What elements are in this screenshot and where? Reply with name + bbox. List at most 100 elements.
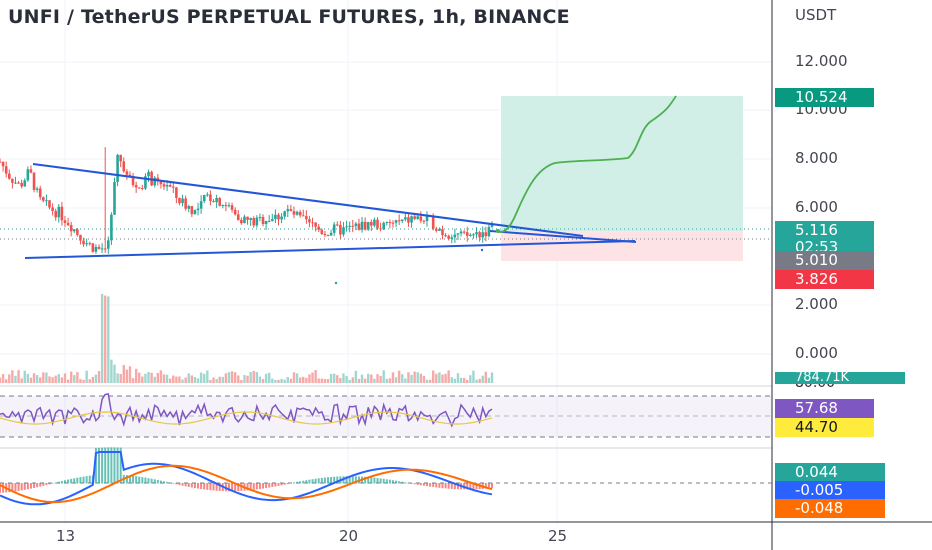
- macd-histogram-bar: [70, 478, 73, 484]
- macd-histogram-bar: [17, 483, 20, 491]
- signal-line: [0, 464, 493, 504]
- volume-bar: [227, 372, 231, 383]
- volume-group: [0, 293, 494, 383]
- candle-body: [246, 216, 249, 220]
- candle-body: [431, 216, 435, 229]
- candle-body: [410, 216, 413, 223]
- candle-body: [295, 211, 299, 215]
- macd-histogram-bar: [128, 475, 131, 484]
- volume-bar: [453, 378, 457, 383]
- macd-histogram-bar: [169, 482, 172, 484]
- volume-bar: [397, 370, 401, 383]
- volume-bar: [107, 296, 110, 383]
- macd-histogram-bar: [147, 478, 150, 484]
- candle-body: [261, 216, 265, 225]
- macd-histogram-bar: [0, 483, 1, 493]
- signal-badge[interactable]: -0.048: [775, 499, 885, 518]
- candle-body: [76, 229, 79, 235]
- trendline-lower[interactable]: [24, 240, 636, 259]
- macd-histogram-bar: [438, 483, 441, 488]
- volume-bar: [317, 378, 320, 383]
- candle-body: [168, 185, 172, 187]
- candle-body: [79, 234, 82, 241]
- macd-histogram-bar: [141, 477, 144, 484]
- macd-histogram-bar: [104, 447, 107, 484]
- macd-histogram-bar: [181, 483, 184, 486]
- macd-histogram-bar: [351, 476, 354, 484]
- macd-histogram-bar: [101, 447, 104, 484]
- trendline-lower-extension[interactable]: [489, 230, 637, 243]
- candles-group: [0, 147, 494, 254]
- volume-bar: [181, 379, 184, 383]
- volume-bar: [385, 378, 388, 383]
- macd-histogram-bar: [178, 483, 181, 486]
- volume-bar: [348, 379, 351, 383]
- entry-price-badge[interactable]: 5.010: [775, 251, 874, 270]
- candle-body: [212, 201, 215, 203]
- trendline-upper[interactable]: [32, 163, 584, 237]
- stop-price-badge[interactable]: 3.826: [775, 270, 874, 289]
- macd-histogram-bar: [364, 476, 367, 484]
- volume-bar: [69, 371, 73, 383]
- projection-path[interactable]: [499, 95, 677, 233]
- volume-bar: [165, 374, 169, 383]
- candle-body: [159, 180, 163, 185]
- candle-body: [298, 211, 302, 216]
- volume-bar: [60, 377, 64, 383]
- candle-body: [308, 219, 311, 223]
- volume-bar: [230, 371, 234, 383]
- candle-body: [413, 216, 416, 220]
- macd-histogram-bar: [367, 477, 370, 484]
- candle-body: [271, 218, 274, 221]
- volume-bar: [85, 370, 88, 383]
- candle-body: [202, 194, 206, 202]
- candle-body: [317, 226, 321, 230]
- target-price-badge[interactable]: 10.524: [775, 88, 874, 107]
- macd-badge[interactable]: -0.005: [775, 481, 885, 500]
- candle-body: [301, 215, 305, 217]
- macd-histogram-bar: [345, 476, 348, 484]
- candle-body: [230, 205, 234, 210]
- candle-body: [100, 248, 104, 250]
- stray-dot: [480, 248, 484, 252]
- volume-badge[interactable]: 784.71K: [775, 371, 905, 384]
- volume-bar: [156, 372, 160, 383]
- volume-bar: [35, 375, 39, 383]
- volume-bar: [258, 376, 262, 383]
- candle-body: [450, 237, 454, 239]
- candle-body: [125, 171, 129, 175]
- candle-body: [465, 232, 469, 236]
- target-zone[interactable]: [501, 96, 743, 231]
- candle-body: [311, 222, 314, 224]
- volume-bar: [298, 377, 302, 383]
- macd-histogram-bar: [472, 483, 475, 490]
- rsi-ma-badge[interactable]: 44.70: [775, 418, 874, 437]
- volume-bar: [199, 372, 203, 383]
- y-tick-label: 0.000: [795, 344, 838, 362]
- x-tick-label: 20: [339, 527, 359, 545]
- macd-histogram-badge[interactable]: 0.044: [775, 463, 885, 482]
- stop-zone[interactable]: [501, 231, 743, 261]
- volume-bar: [277, 379, 280, 383]
- volume-bar: [469, 375, 472, 383]
- macd-histogram-bar: [379, 478, 382, 484]
- y-tick-label: 12.000: [795, 52, 848, 70]
- volume-bar: [150, 372, 153, 383]
- candle-body: [209, 194, 212, 202]
- candle-body: [224, 205, 228, 207]
- candle-body: [391, 222, 395, 224]
- candle-body: [252, 218, 256, 226]
- volume-bar: [122, 364, 125, 383]
- candle-body: [199, 201, 203, 209]
- candle-body: [357, 223, 361, 230]
- macd-histogram-bar: [45, 483, 48, 486]
- rsi-value-badge[interactable]: 57.68: [775, 399, 874, 418]
- macd-histogram-bar: [487, 483, 490, 489]
- volume-bar: [401, 374, 404, 383]
- volume-bar: [289, 378, 293, 383]
- candle-body: [472, 234, 475, 236]
- candle-body: [373, 219, 376, 226]
- macd-histogram-bar: [268, 483, 271, 488]
- macd-histogram-bar: [184, 483, 187, 487]
